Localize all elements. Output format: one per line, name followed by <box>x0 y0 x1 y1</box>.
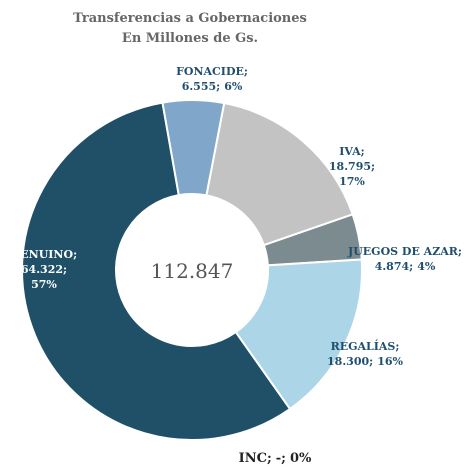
segment-label: 64.322; <box>21 263 67 276</box>
label-part: 18.795; <box>329 160 375 173</box>
label-part: 18.300; <box>327 355 373 368</box>
label-part: INC; <box>239 451 272 466</box>
label-part: REGALÍAS; <box>331 339 400 353</box>
label-part: 0% <box>290 451 312 466</box>
label-part: 4.874; <box>375 260 414 273</box>
donut-segment <box>262 213 363 267</box>
donut-segment <box>21 101 292 441</box>
chart-subtitle: En Millones de Gs. <box>122 31 258 46</box>
chart-title: Transferencias a Gobernaciones <box>73 11 307 26</box>
label-part: 16% <box>377 355 403 368</box>
label-part: 17% <box>339 175 365 188</box>
segment-label: FONACIDE; <box>176 65 248 78</box>
label-part: FONACIDE; <box>176 65 248 78</box>
segment-label: 57% <box>31 278 57 291</box>
label-part: 6.555; <box>182 80 221 93</box>
donut-segment <box>234 258 363 411</box>
donut-segment <box>205 101 354 247</box>
center-total: 112.847 <box>151 259 234 283</box>
label-part: IVA; <box>339 145 364 158</box>
label-part: 64.322; <box>21 263 67 276</box>
segment-label: 17% <box>339 175 365 188</box>
label-part: 4% <box>417 260 436 273</box>
label-part: 6% <box>224 80 243 93</box>
segment-label: JUEGOS DE AZAR; <box>347 245 462 258</box>
segment-label: 18.300; 16% <box>327 355 403 368</box>
segment-label: IVA; <box>339 145 364 158</box>
segment-label: INC; -; 0% <box>239 451 312 466</box>
segment-label: 4.874; 4% <box>375 260 436 273</box>
segment-label: GENUINO; <box>11 248 77 261</box>
label-part: -; <box>276 451 286 466</box>
segment-label: REGALÍAS; <box>331 339 400 353</box>
label-part: JUEGOS DE AZAR; <box>347 245 462 258</box>
segment-label: 18.795; <box>329 160 375 173</box>
label-part: GENUINO; <box>11 248 77 261</box>
label-part: 57% <box>31 278 57 291</box>
donut-segment <box>161 99 226 197</box>
segment-label: 6.555; 6% <box>182 80 243 93</box>
